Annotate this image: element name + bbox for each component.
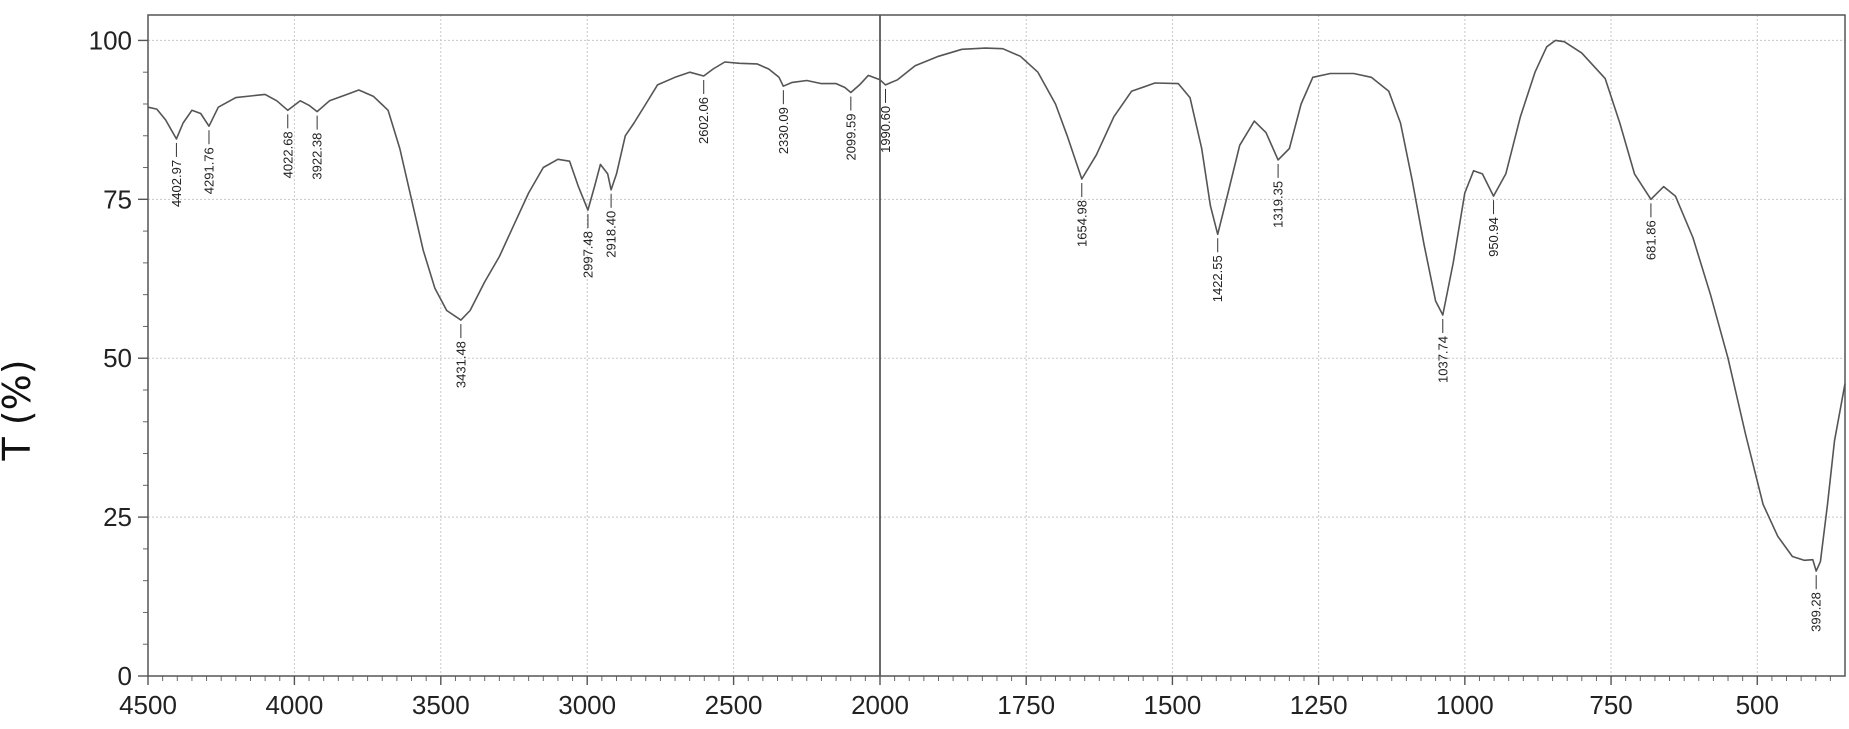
x-axis-ticks: 4500 4000 3500 3000 2500 2000 1750 1500 1250 1000… bbox=[119, 676, 1779, 720]
x-tick-label: 4000 bbox=[265, 690, 323, 720]
peak-label: 1319.35 bbox=[1271, 181, 1286, 228]
x-tick-label: 1250 bbox=[1290, 690, 1348, 720]
y-tick-label: 100 bbox=[89, 25, 132, 55]
peak-label: 4291.76 bbox=[201, 147, 216, 194]
y-axis-label: T (%) bbox=[0, 359, 39, 461]
peak-label: 2997.48 bbox=[580, 231, 595, 278]
peak-label: 3922.38 bbox=[310, 133, 325, 180]
peak-label: 681.86 bbox=[1643, 220, 1658, 260]
peak-label: 3431.48 bbox=[453, 341, 468, 388]
x-tick-label: 2500 bbox=[705, 690, 763, 720]
grid-lines bbox=[148, 15, 1845, 676]
y-tick-label: 50 bbox=[103, 343, 132, 373]
x-tick-label: 750 bbox=[1589, 690, 1632, 720]
y-axis-ticks: 0 25 50 75 100 bbox=[89, 25, 148, 691]
peak-label: 2602.06 bbox=[696, 97, 711, 144]
spectrum-line bbox=[147, 39, 1846, 572]
x-tick-label: 4500 bbox=[119, 690, 177, 720]
peak-label: 399.28 bbox=[1809, 592, 1824, 632]
plot-frame bbox=[147, 14, 1846, 677]
x-tick-label: 2000 bbox=[851, 690, 909, 720]
peak-label: 2918.40 bbox=[604, 211, 619, 258]
x-tick-label: 1000 bbox=[1436, 690, 1494, 720]
minor-ticks bbox=[143, 71, 1831, 681]
peak-label: 1654.98 bbox=[1074, 200, 1089, 247]
peak-label: 4022.68 bbox=[280, 131, 295, 178]
peak-label: 1990.60 bbox=[878, 106, 893, 153]
peak-label: 2330.09 bbox=[776, 107, 791, 154]
peak-label: 1422.55 bbox=[1210, 255, 1225, 302]
peak-label: 2099.59 bbox=[843, 114, 858, 161]
peak-label: 4402.97 bbox=[169, 160, 184, 207]
y-tick-label: 25 bbox=[103, 502, 132, 532]
peak-label: 950.94 bbox=[1486, 217, 1501, 257]
peak-annotations: 4402.97 4291.76 4022.68 3922.38 3431.48 2997.… bbox=[169, 80, 1824, 632]
x-tick-label: 1500 bbox=[1144, 690, 1202, 720]
y-tick-label: 75 bbox=[103, 184, 132, 214]
x-tick-label: 3500 bbox=[412, 690, 470, 720]
x-tick-label: 3000 bbox=[558, 690, 616, 720]
y-tick-label: 0 bbox=[118, 661, 132, 691]
x-tick-label: 500 bbox=[1736, 690, 1779, 720]
x-tick-label: 1750 bbox=[997, 690, 1055, 720]
peak-label: 1037.74 bbox=[1435, 336, 1450, 383]
plot-background bbox=[148, 15, 1845, 676]
